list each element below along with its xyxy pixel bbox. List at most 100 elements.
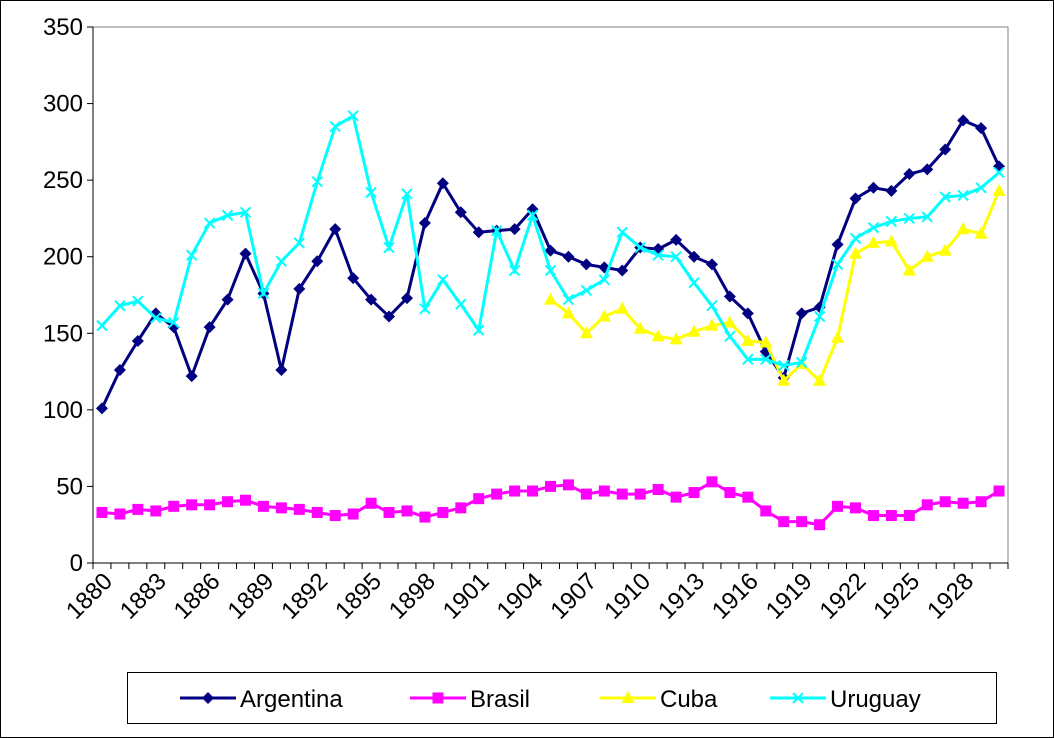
- marker: [939, 191, 951, 203]
- marker: [257, 500, 269, 512]
- marker: [418, 217, 431, 230]
- marker: [419, 511, 431, 523]
- marker: [778, 359, 790, 372]
- marker: [760, 353, 772, 366]
- marker: [383, 241, 395, 254]
- marker: [867, 181, 880, 194]
- marker: [993, 166, 1005, 179]
- marker: [706, 476, 718, 488]
- marker: [742, 353, 754, 366]
- marker: [419, 303, 431, 315]
- y-tick-label: 300: [43, 91, 83, 118]
- legend-label: Brasil: [470, 686, 530, 713]
- marker: [759, 335, 773, 348]
- marker: [957, 497, 969, 509]
- marker: [760, 505, 772, 517]
- y-tick-label: 250: [43, 167, 83, 194]
- marker: [633, 321, 647, 334]
- marker: [920, 249, 934, 262]
- marker: [365, 497, 377, 509]
- marker: [96, 506, 108, 518]
- marker: [329, 510, 341, 522]
- marker: [616, 264, 629, 277]
- marker: [222, 496, 234, 508]
- marker: [939, 143, 952, 156]
- y-tick-label: 350: [43, 14, 83, 41]
- marker: [850, 502, 861, 514]
- marker: [651, 329, 665, 342]
- marker: [150, 505, 162, 517]
- marker: [562, 479, 574, 491]
- marker: [866, 235, 880, 248]
- marker: [921, 163, 934, 176]
- marker: [795, 307, 808, 320]
- legend-label: Cuba: [660, 686, 718, 713]
- marker: [491, 488, 503, 500]
- marker: [975, 496, 987, 508]
- marker: [401, 505, 413, 517]
- marker: [96, 319, 108, 332]
- marker: [509, 485, 521, 497]
- marker: [615, 301, 629, 314]
- y-tick-label: 100: [43, 397, 83, 424]
- marker: [867, 510, 879, 522]
- y-tick-label: 150: [43, 320, 83, 347]
- marker: [975, 122, 988, 135]
- marker: [634, 241, 646, 254]
- marker: [849, 246, 862, 259]
- marker: [455, 502, 467, 514]
- marker: [347, 272, 360, 285]
- marker: [831, 330, 845, 343]
- marker: [432, 692, 444, 704]
- marker: [831, 258, 844, 271]
- marker: [239, 206, 252, 219]
- marker: [293, 503, 305, 515]
- marker: [401, 188, 413, 200]
- marker: [903, 510, 915, 522]
- marker: [688, 277, 700, 289]
- marker: [168, 500, 180, 512]
- marker: [723, 290, 736, 303]
- y-tick-label: 200: [43, 244, 83, 271]
- marker: [956, 222, 970, 235]
- marker: [275, 255, 288, 268]
- marker: [561, 306, 575, 319]
- marker: [921, 499, 933, 511]
- marker: [454, 206, 467, 219]
- marker: [670, 491, 682, 503]
- marker: [526, 209, 539, 222]
- marker: [472, 226, 485, 239]
- marker: [705, 258, 718, 271]
- marker: [293, 237, 306, 249]
- legend-box: [127, 672, 997, 724]
- marker: [792, 692, 804, 704]
- marker: [114, 508, 126, 520]
- marker: [597, 309, 611, 322]
- marker: [957, 189, 969, 202]
- marker: [885, 215, 898, 228]
- marker: [347, 110, 359, 122]
- marker: [221, 293, 234, 306]
- marker: [114, 300, 126, 312]
- marker: [598, 485, 610, 497]
- marker: [131, 334, 144, 347]
- marker: [95, 402, 108, 415]
- marker: [579, 326, 593, 339]
- marker: [687, 324, 701, 337]
- marker: [240, 494, 251, 506]
- marker: [795, 356, 808, 369]
- marker: [849, 232, 862, 245]
- marker: [921, 211, 933, 223]
- marker: [598, 273, 611, 286]
- marker: [670, 233, 683, 246]
- marker: [473, 493, 485, 505]
- marker: [580, 284, 593, 297]
- marker: [580, 488, 592, 500]
- y-tick-label: 50: [56, 473, 83, 500]
- marker: [832, 500, 844, 512]
- marker: [723, 315, 737, 328]
- marker: [849, 192, 862, 205]
- marker: [490, 224, 503, 237]
- marker: [903, 212, 916, 225]
